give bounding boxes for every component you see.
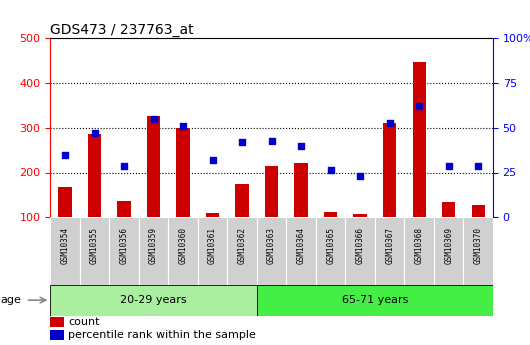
Text: GSM10355: GSM10355: [90, 227, 99, 264]
Bar: [50, 317, 64, 327]
Point: [415, 104, 423, 109]
Point: [474, 163, 482, 168]
Text: age: age: [0, 295, 21, 305]
Text: GSM10365: GSM10365: [326, 227, 335, 264]
Bar: [316, 217, 346, 285]
Bar: [80, 217, 109, 285]
Point: [90, 131, 99, 136]
Point: [326, 167, 335, 173]
Text: GSM10360: GSM10360: [179, 227, 188, 264]
Bar: [265, 166, 278, 217]
Text: 20-29 years: 20-29 years: [120, 295, 187, 305]
Text: GSM10356: GSM10356: [120, 227, 129, 264]
Point: [267, 138, 276, 144]
Point: [356, 173, 365, 179]
Bar: [404, 217, 434, 285]
Bar: [169, 217, 198, 285]
Point: [149, 116, 158, 121]
Bar: [227, 217, 257, 285]
Bar: [257, 285, 493, 316]
Bar: [58, 187, 72, 217]
Text: 65-71 years: 65-71 years: [342, 295, 408, 305]
Bar: [206, 213, 219, 217]
Bar: [346, 217, 375, 285]
Text: GSM10362: GSM10362: [237, 227, 246, 264]
Text: GSM10368: GSM10368: [414, 227, 423, 264]
Point: [179, 124, 188, 129]
Text: GSM10363: GSM10363: [267, 227, 276, 264]
Bar: [147, 116, 160, 217]
Point: [385, 120, 394, 126]
Point: [444, 163, 453, 168]
Point: [208, 157, 217, 163]
Text: GSM10366: GSM10366: [356, 227, 365, 264]
Point: [61, 152, 69, 157]
Text: GSM10354: GSM10354: [60, 227, 69, 264]
Bar: [50, 217, 80, 285]
Bar: [176, 128, 190, 217]
Bar: [324, 212, 337, 217]
Bar: [412, 62, 426, 217]
Bar: [472, 205, 485, 217]
Point: [297, 144, 305, 149]
Bar: [354, 214, 367, 217]
Text: count: count: [68, 317, 100, 327]
Bar: [295, 162, 308, 217]
Bar: [88, 134, 101, 217]
Text: GSM10369: GSM10369: [444, 227, 453, 264]
Text: GSM10370: GSM10370: [474, 227, 483, 264]
Bar: [375, 217, 404, 285]
Bar: [50, 330, 64, 340]
Point: [238, 140, 246, 145]
Bar: [257, 217, 286, 285]
Text: GDS473 / 237763_at: GDS473 / 237763_at: [50, 23, 194, 37]
Bar: [139, 217, 169, 285]
Text: GSM10367: GSM10367: [385, 227, 394, 264]
Text: GSM10359: GSM10359: [149, 227, 158, 264]
Text: GSM10364: GSM10364: [297, 227, 306, 264]
Bar: [109, 217, 139, 285]
Bar: [118, 201, 131, 217]
Bar: [434, 217, 463, 285]
Text: GSM10361: GSM10361: [208, 227, 217, 264]
Text: percentile rank within the sample: percentile rank within the sample: [68, 330, 256, 340]
Bar: [198, 217, 227, 285]
Bar: [463, 217, 493, 285]
Point: [120, 163, 128, 168]
Bar: [286, 217, 316, 285]
Bar: [442, 201, 455, 217]
Bar: [50, 285, 257, 316]
Bar: [235, 184, 249, 217]
Bar: [383, 123, 396, 217]
